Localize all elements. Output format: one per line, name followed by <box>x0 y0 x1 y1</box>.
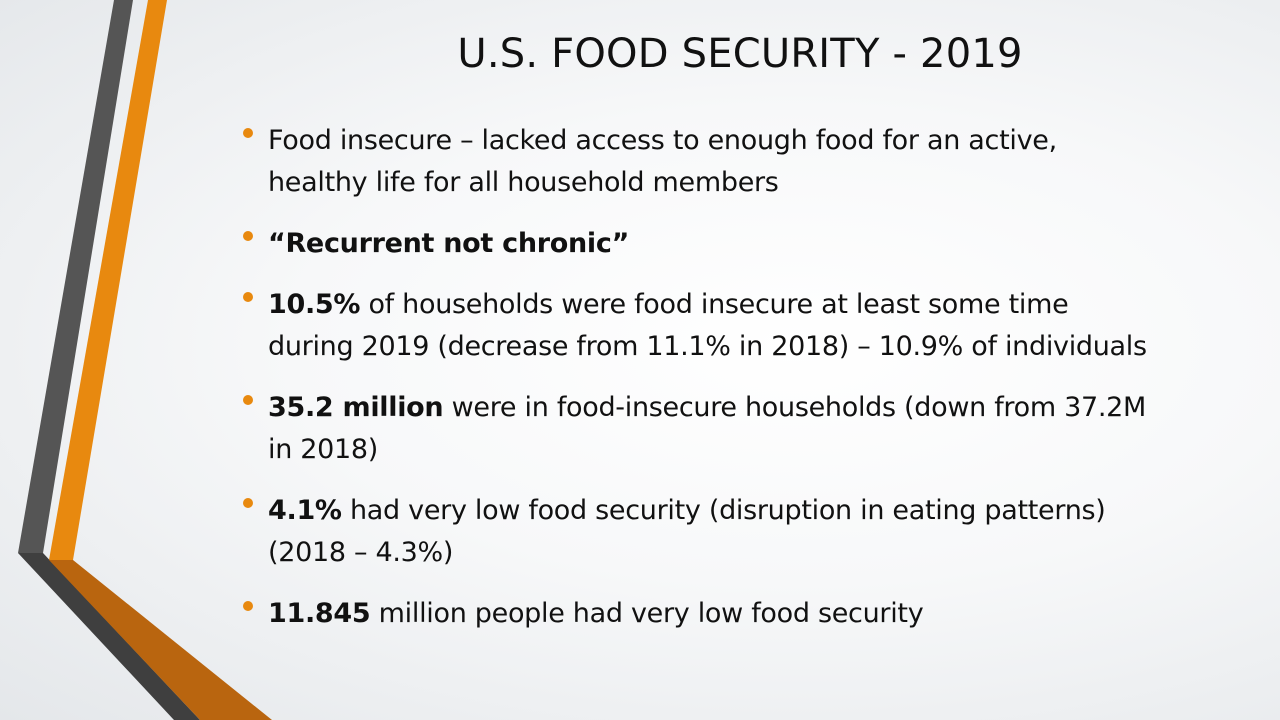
bullet-dot-icon <box>243 498 253 508</box>
bullet-emphasis: 4.1% <box>268 495 342 526</box>
bullet-text-line: were in food-insecure households (down f… <box>443 392 1147 423</box>
gray-stripe-lower <box>18 553 200 720</box>
bullet-dot-icon <box>243 128 253 138</box>
bullet-item: “Recurrent not chronic” <box>243 223 1268 265</box>
bullet-emphasis: 10.5% <box>268 289 361 320</box>
gray-stripe-upper <box>18 0 133 553</box>
bullet-emphasis: 35.2 million <box>268 392 444 423</box>
slide-title: U.S. FOOD SECURITY - 2019 <box>457 31 1023 77</box>
bullet-item: 4.1% had very low food security (disrupt… <box>243 490 1268 574</box>
orange-stripe-upper <box>49 0 167 560</box>
bullet-item: 11.845 million people had very low food … <box>243 593 1268 635</box>
bullet-text-line: Food insecure – lacked access to enough … <box>268 125 1057 156</box>
bullet-emphasis: 11.845 <box>268 598 371 629</box>
bullet-text-line: (2018 – 4.3%) <box>268 537 454 568</box>
bullet-emphasis: “Recurrent not chronic” <box>268 228 630 259</box>
bullet-text-line: healthy life for all household members <box>268 167 779 198</box>
bullet-dot-icon <box>243 231 253 241</box>
bullet-text-line: of households were food insecure at leas… <box>360 289 1069 320</box>
bullet-text-line: during 2019 (decrease from 11.1% in 2018… <box>268 331 1147 362</box>
bullet-dot-icon <box>243 292 253 302</box>
bullet-text-line: had very low food security (disruption i… <box>341 495 1106 526</box>
bullet-item: Food insecure – lacked access to enough … <box>243 120 1268 204</box>
orange-stripe-lower <box>49 560 272 720</box>
bullet-dot-icon <box>243 395 253 405</box>
bullet-item: 10.5% of households were food insecure a… <box>243 284 1268 368</box>
bullet-list: Food insecure – lacked access to enough … <box>243 120 1268 654</box>
decorative-stripes <box>18 0 272 720</box>
bullet-item: 35.2 million were in food-insecure house… <box>243 387 1268 471</box>
bullet-text-line: million people had very low food securit… <box>370 598 924 629</box>
bullet-text-line: in 2018) <box>268 434 379 465</box>
bullet-dot-icon <box>243 601 253 611</box>
